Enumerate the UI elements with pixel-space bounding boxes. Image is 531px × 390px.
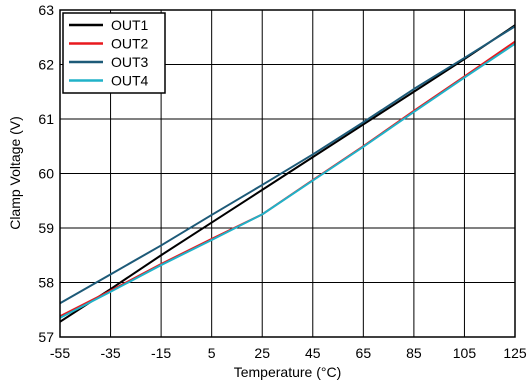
- legend-label-out2: OUT2: [111, 36, 149, 52]
- y-tick-label: 61: [38, 111, 54, 127]
- x-tick-label: 45: [305, 345, 321, 361]
- legend: OUT1 OUT2 OUT3 OUT4: [62, 12, 166, 94]
- x-tick-label: 5: [208, 345, 216, 361]
- series-line-out4: [59, 42, 516, 319]
- x-tick-label: 65: [356, 345, 372, 361]
- x-tick-label: -35: [100, 345, 120, 361]
- legend-label-out4: OUT4: [111, 73, 149, 89]
- x-axis-label: Temperature (°C): [234, 364, 342, 380]
- y-tick-label: 62: [38, 57, 54, 73]
- x-tick-label: -15: [151, 345, 171, 361]
- y-tick-label: 63: [38, 2, 54, 18]
- y-tick-label: 58: [38, 275, 54, 291]
- series-line-out3: [59, 25, 516, 305]
- x-tick-label: 125: [503, 345, 527, 361]
- y-tick-label: 60: [38, 166, 54, 182]
- y-tick-label: 57: [38, 329, 54, 345]
- plot-frame: [59, 9, 516, 338]
- tick-labels: -55 -35 -15 5 25 45 65 85 105 125 57 58 59 60 61 62 63: [38, 2, 526, 361]
- x-tick-label: -55: [50, 345, 70, 361]
- legend-label-out1: OUT1: [111, 17, 149, 33]
- plot-border: [59, 9, 516, 338]
- x-tick-label: 105: [453, 345, 477, 361]
- series-line-out1: [59, 24, 516, 323]
- legend-label-out3: OUT3: [111, 54, 149, 70]
- x-tick-label: 85: [406, 345, 422, 361]
- x-tick-label: 25: [254, 345, 270, 361]
- y-axis-label: Clamp Voltage (V): [7, 116, 23, 230]
- y-tick-label: 59: [38, 220, 54, 236]
- series-lines: [59, 24, 516, 323]
